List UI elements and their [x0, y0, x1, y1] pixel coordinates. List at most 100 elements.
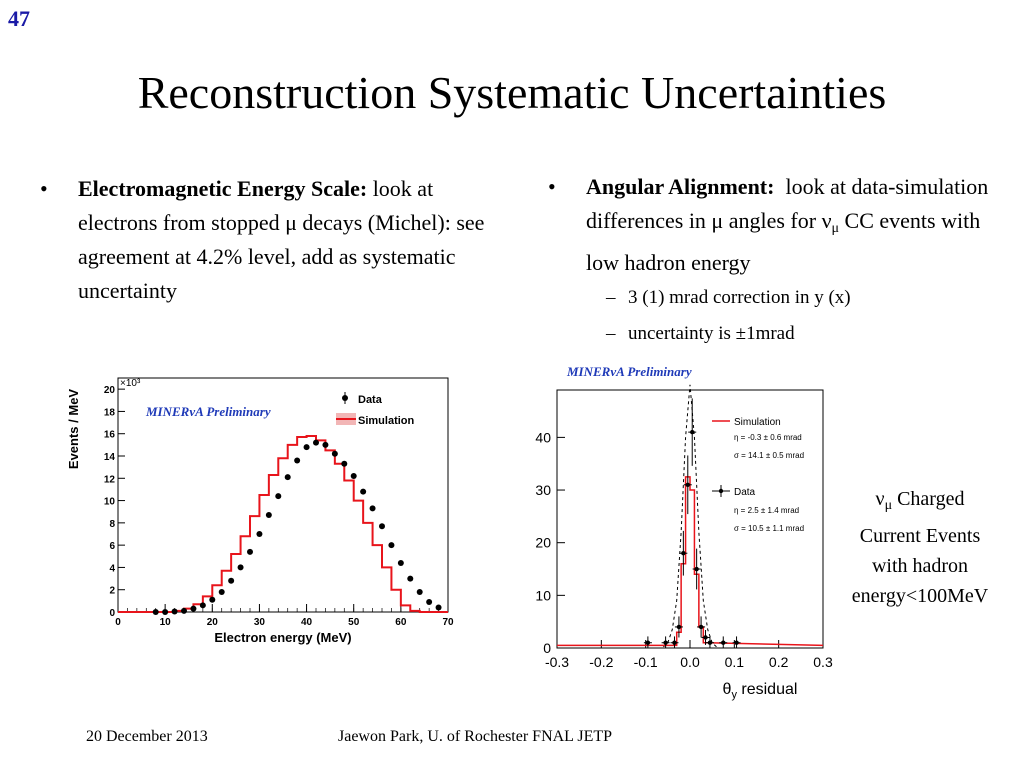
data-point — [388, 542, 395, 549]
data-point — [209, 596, 216, 603]
y-tick-label: 30 — [535, 482, 551, 498]
x-tick-label: 10 — [160, 617, 172, 628]
y-tick-label: 12 — [104, 474, 116, 485]
bullet-marker: • — [40, 176, 48, 201]
x-tick-label: 0.2 — [769, 654, 789, 670]
bullet-text-part1: look at data-simulation differences in μ… — [586, 174, 989, 233]
y-tick-label: 4 — [109, 563, 115, 574]
data-point — [676, 624, 682, 630]
sub-item-text: uncertainty is ±1mrad — [628, 323, 795, 344]
data-point — [237, 564, 244, 571]
data-point — [218, 588, 225, 595]
data-stat-eta: η = 2.5 ± 1.4 mrad — [734, 506, 799, 515]
x-tick-label: 0.0 — [680, 654, 700, 670]
data-point — [690, 429, 695, 435]
data-point — [256, 531, 263, 537]
data-point — [190, 605, 197, 612]
y-tick-label: 40 — [535, 429, 551, 445]
data-point — [313, 439, 319, 446]
simulation-step-line — [118, 434, 448, 613]
y-tick-label: 6 — [109, 541, 115, 552]
bullet-energy-scale: • Electromagnetic Energy Scale: look at … — [40, 172, 485, 308]
side-note-line3: with hadron — [871, 555, 969, 577]
data-point — [645, 640, 651, 645]
legend-sim-label: Simulation — [734, 417, 781, 428]
sub-item-uncertainty: – uncertainty is ±1mrad — [548, 316, 1018, 352]
data-point — [435, 604, 442, 611]
left-column: • Electromagnetic Energy Scale: look at … — [40, 172, 485, 308]
sub-dash: – — [606, 287, 616, 308]
data-point — [303, 444, 310, 451]
y-tick-label: 10 — [104, 497, 116, 508]
data-point — [681, 551, 686, 556]
y-tick-label: 14 — [104, 452, 116, 463]
theta-symbol: θ — [723, 681, 732, 698]
y-tick-label: 20 — [104, 385, 116, 396]
preliminary-label-left: MINERνA Preliminary — [145, 404, 271, 419]
footer-date: 20 December 2013 — [86, 728, 208, 745]
theta-subscript: y — [731, 689, 737, 701]
data-stat-sigma: σ = 10.5 ± 1.1 mrad — [734, 524, 804, 533]
nu-symbol: ν — [875, 488, 885, 510]
x-tick-label: -0.3 — [545, 654, 569, 670]
slide-number: 47 — [8, 6, 30, 31]
x-tick-label: 0.3 — [813, 654, 833, 670]
data-point — [181, 607, 187, 614]
plot-frame — [556, 389, 824, 649]
x-axis-label: θy residual — [723, 681, 798, 701]
legend-data-marker — [718, 488, 724, 494]
bullet-text: look at electrons from stopped μ decays … — [78, 176, 485, 303]
data-point — [694, 566, 699, 572]
data-point — [397, 559, 404, 566]
data-point — [247, 548, 253, 555]
bullet-marker: • — [548, 174, 556, 199]
data-point — [734, 640, 739, 645]
y-tick-label: 2 — [109, 586, 115, 597]
legend-data-marker — [342, 395, 348, 401]
x-axis-label: Electron energy (MeV) — [214, 630, 351, 645]
bullet-heading: Angular Alignment: — [586, 174, 775, 199]
side-note: νμ Charged Current Events with hadron en… — [820, 484, 1020, 611]
data-point — [672, 640, 677, 645]
side-note-line4: energy<100MeV — [851, 585, 989, 607]
data-point — [162, 609, 169, 615]
footer-author: Jaewon Park, U. of Rochester FNAL JETP — [338, 728, 613, 745]
x-tick-label: 70 — [442, 617, 454, 628]
data-point — [284, 474, 291, 481]
data-point — [407, 575, 414, 582]
data-point — [663, 640, 668, 645]
sub-dash: – — [606, 323, 616, 344]
data-point — [199, 602, 206, 609]
nu-subscript: μ — [831, 221, 840, 236]
side-note-line2: Current Events — [859, 525, 981, 547]
data-point — [698, 624, 704, 630]
x-tick-label: 40 — [301, 617, 313, 628]
data-point — [379, 523, 385, 530]
side-note-line1: Charged — [892, 488, 965, 510]
data-point — [703, 635, 708, 640]
x-tick-label: 60 — [395, 617, 407, 628]
bullet-angular-alignment: • Angular Alignment: look at data-simula… — [548, 170, 1018, 280]
y-tick-label: 0 — [109, 608, 115, 619]
slide-title: Reconstruction Systematic Uncertainties — [137, 67, 887, 118]
y-tick-label: 0 — [543, 640, 551, 656]
sim-stat-eta: η = -0.3 ± 0.6 mrad — [734, 433, 802, 442]
x-tick-label: 20 — [207, 617, 219, 628]
legend: Data Simulation — [336, 392, 415, 427]
data-point — [360, 488, 367, 495]
data-point — [275, 493, 282, 500]
data-point — [721, 640, 726, 645]
data-point — [331, 450, 338, 457]
sim-stat-sigma: σ = 14.1 ± 0.5 mrad — [734, 451, 804, 460]
data-point — [322, 441, 329, 448]
nu-subscript: μ — [884, 498, 893, 513]
legend-sim-label: Simulation — [358, 415, 415, 427]
data-point — [294, 457, 301, 464]
sub-item-text: 3 (1) mrad correction in y (x) — [628, 287, 851, 308]
bullet-heading: Electromagnetic Energy Scale: — [78, 176, 368, 201]
legend: Simulation η = -0.3 ± 0.6 mrad σ = 14.1 … — [712, 417, 804, 533]
x-tick-label: 0.1 — [725, 654, 745, 670]
data-point — [341, 460, 348, 467]
y-axis-label: Events / MeV — [66, 389, 81, 470]
legend-data-label: Data — [734, 487, 756, 498]
